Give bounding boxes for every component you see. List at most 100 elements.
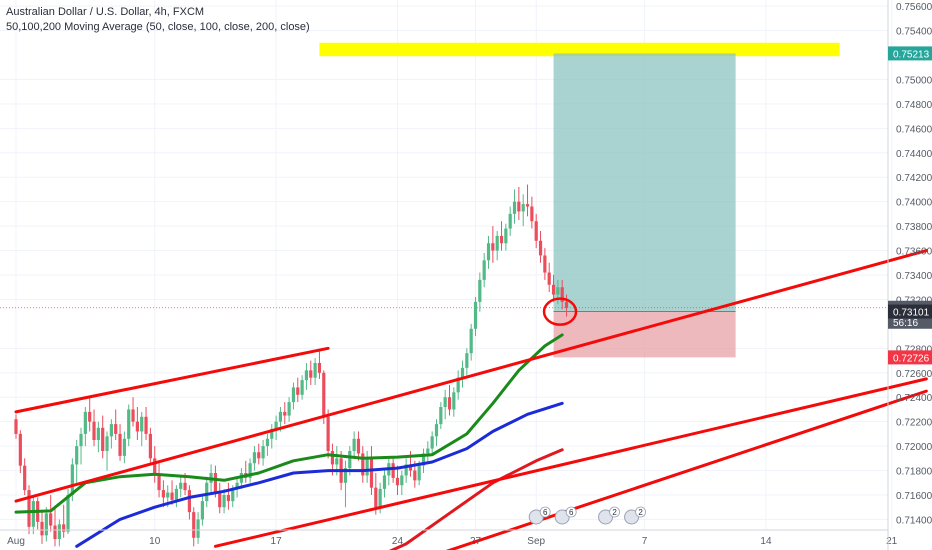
candle-body — [460, 367, 465, 378]
count-dot — [539, 506, 551, 518]
candle — [270, 424, 274, 449]
candle-body — [482, 260, 486, 280]
candle — [430, 431, 434, 456]
candle-body — [161, 490, 165, 498]
candle-body — [27, 490, 31, 527]
candle — [96, 421, 100, 453]
candle — [157, 463, 161, 498]
candle — [62, 504, 66, 538]
candle-body — [556, 287, 560, 295]
candle — [127, 404, 131, 447]
y-tick-label: 0.73600 — [896, 247, 932, 258]
candle-body — [79, 433, 83, 447]
event-count: 2 — [612, 508, 617, 517]
trendline[interactable] — [213, 377, 928, 548]
candle — [92, 409, 96, 447]
trendline[interactable] — [14, 249, 928, 503]
candle-body — [525, 204, 530, 207]
event-count: 2 — [638, 508, 643, 517]
candle-body — [512, 201, 517, 214]
candle — [400, 470, 404, 495]
y-tick-label: 0.75000 — [896, 75, 932, 86]
y-tick-label: 0.75400 — [896, 27, 932, 38]
candle — [44, 507, 48, 542]
candle — [296, 377, 300, 403]
candle — [387, 458, 391, 486]
y-tick-label: 0.73800 — [896, 222, 932, 233]
candle — [426, 441, 430, 464]
candle-body — [317, 363, 322, 373]
candle — [200, 495, 205, 526]
event-badge[interactable]: 2 — [624, 506, 646, 525]
candle — [326, 409, 330, 459]
event-badge[interactable]: 6 — [528, 506, 551, 525]
candle-body — [274, 421, 278, 429]
candle-body — [447, 397, 452, 410]
candle — [101, 415, 105, 459]
candle — [75, 440, 79, 483]
candle — [170, 480, 174, 505]
candle-body — [148, 433, 152, 459]
candle-body — [439, 407, 443, 425]
candle-body — [426, 448, 430, 454]
candle — [343, 460, 348, 508]
candle — [40, 512, 44, 544]
candle-body — [495, 235, 499, 251]
candle-body — [57, 524, 61, 539]
candle-body — [135, 421, 139, 432]
candle-body — [499, 235, 504, 244]
candle — [192, 507, 196, 547]
candle-body — [153, 458, 157, 476]
target-zone — [553, 53, 736, 312]
candle-body — [348, 451, 352, 469]
candle — [521, 194, 525, 227]
event-badge[interactable]: 2 — [598, 506, 620, 525]
candle-body — [491, 243, 495, 251]
candle — [161, 480, 165, 508]
price-tag-label: 0.75213 — [893, 49, 930, 60]
candle — [556, 279, 560, 305]
candle — [226, 482, 231, 510]
indicator-label[interactable]: 50,100,200 Moving Average (50, close, 10… — [6, 21, 310, 33]
candle — [478, 272, 482, 312]
candle — [135, 407, 139, 440]
candle-body — [335, 458, 339, 465]
trendline[interactable] — [14, 346, 330, 414]
candle-body — [313, 363, 317, 378]
resistance-highlight-zone — [319, 42, 840, 57]
candle-body — [218, 492, 222, 508]
candle — [356, 431, 361, 461]
candle — [105, 431, 109, 471]
candle-body — [374, 487, 378, 508]
candle — [144, 407, 148, 440]
price-tag-bg — [888, 350, 932, 365]
candle — [244, 460, 248, 483]
candle-body — [88, 411, 92, 422]
candles — [14, 184, 569, 547]
x-tick-label: 21 — [886, 536, 898, 547]
trendlines[interactable] — [14, 249, 928, 550]
y-tick-label: 0.72800 — [896, 344, 932, 355]
candle-body — [18, 433, 22, 466]
y-tick-label: 0.72400 — [896, 393, 932, 404]
candle-body — [400, 475, 404, 486]
chart-legend: Australian Dollar / U.S. Dollar, 4h, FXC… — [6, 5, 310, 35]
candle — [265, 433, 270, 456]
candle — [114, 409, 118, 440]
trendline[interactable] — [432, 389, 928, 550]
count-dot — [565, 506, 577, 518]
candle — [456, 370, 460, 400]
candle — [118, 424, 122, 461]
candle-body — [200, 501, 205, 520]
count-dot — [609, 506, 620, 518]
candle — [525, 184, 530, 217]
candle — [218, 482, 222, 514]
event-badge[interactable]: 6 — [554, 506, 577, 525]
candle-body — [517, 201, 521, 212]
candle-body — [127, 409, 131, 439]
symbol-title[interactable]: Australian Dollar / U.S. Dollar, 4h, FXC… — [6, 6, 205, 18]
ma100-line — [75, 401, 564, 548]
candle — [482, 253, 486, 288]
